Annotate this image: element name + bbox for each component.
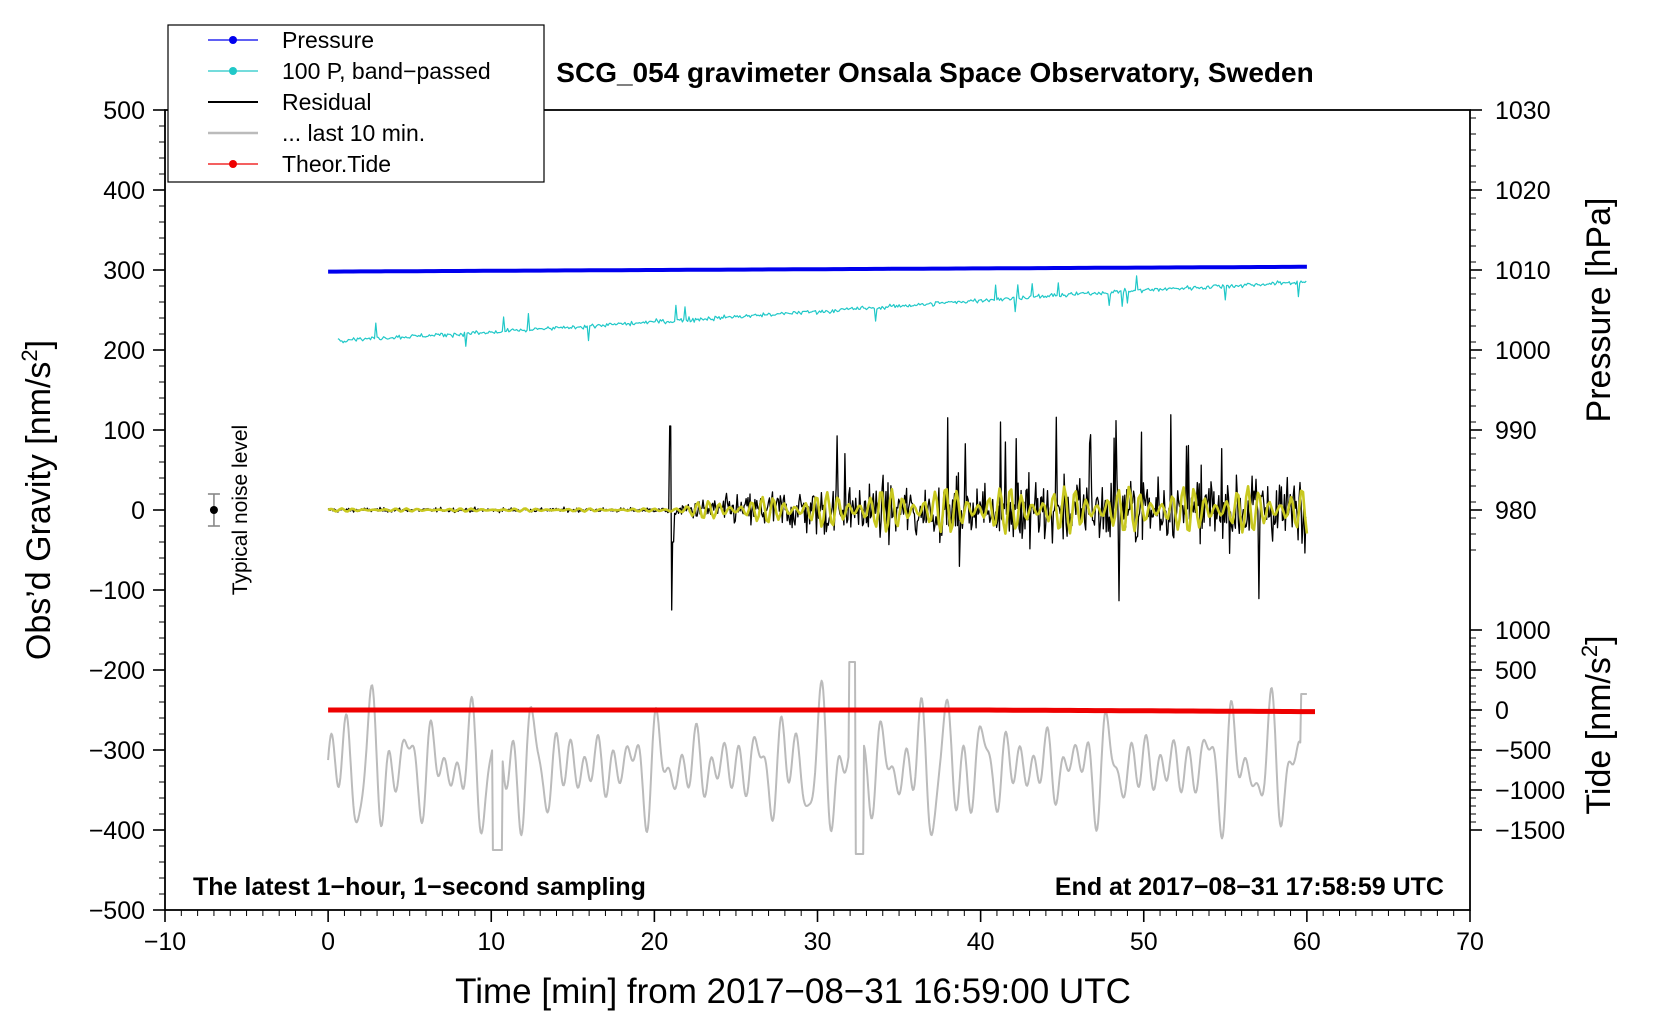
legend-label-3: ... last 10 min. — [282, 120, 425, 146]
y-tick-label: −200 — [89, 657, 145, 685]
tide-tick-label: −1000 — [1495, 777, 1565, 805]
legend-box — [167, 24, 545, 183]
x-tick-label: 30 — [804, 928, 832, 956]
tide-tick-label: −1500 — [1495, 817, 1565, 845]
tide-tick-label: 1000 — [1495, 617, 1551, 645]
annotation-sampling: The latest 1−hour, 1−second sampling — [193, 873, 646, 901]
chart-title: SCG_054 gravimeter Onsala Space Observat… — [556, 57, 1313, 88]
x-tick-label: 20 — [640, 928, 668, 956]
pressure-tick-label: 1030 — [1495, 97, 1551, 125]
x-tick-label: 0 — [321, 928, 335, 956]
y-tick-label: −300 — [89, 737, 145, 765]
annotation-end-time: End at 2017−08−31 17:58:59 UTC — [1055, 873, 1444, 901]
tide-tick-label: 500 — [1495, 657, 1537, 685]
series-residual-filtered-line — [327, 484, 1309, 535]
x-tick-label: 10 — [477, 928, 505, 956]
series-pressure-line — [328, 264, 1307, 274]
y-tick-label: 400 — [103, 177, 145, 205]
x-axis-label: Time [min] from 2017−08−31 16:59:00 UTC — [455, 972, 1131, 1011]
y-tick-label: 0 — [131, 497, 145, 525]
legend: Pressure 100 P, band−passed Residual ... la… — [167, 24, 545, 183]
legend-marker-0 — [229, 36, 237, 44]
pressure-tick-label: 1010 — [1495, 257, 1551, 285]
y-tick-label: −500 — [89, 897, 145, 925]
y-tick-label: 100 — [103, 417, 145, 445]
legend-label-0: Pressure — [282, 27, 374, 53]
pressure-tick-label: 1000 — [1495, 337, 1551, 365]
legend-label-2: Residual — [282, 89, 372, 115]
series-band-passed-pressure-line — [337, 275, 1307, 347]
pressure-tick-label: 980 — [1495, 497, 1537, 525]
y-tick-label: −400 — [89, 817, 145, 845]
x-tick-label: 40 — [967, 928, 995, 956]
x-tick-label: 50 — [1130, 928, 1158, 956]
noise-level-bar — [207, 493, 220, 527]
y-tick-label: 200 — [103, 337, 145, 365]
legend-label-1: 100 P, band−passed — [282, 58, 491, 84]
legend-marker-1 — [229, 67, 237, 75]
tide-tick-label: −500 — [1495, 737, 1551, 765]
noise-level-label: Typical noise level — [229, 425, 252, 595]
y-tick-label: 500 — [103, 97, 145, 125]
pressure-tick-label: 990 — [1495, 417, 1537, 445]
tide-tick-label: 0 — [1495, 697, 1509, 725]
x-tick-label: 60 — [1293, 928, 1321, 956]
noise-bar-center-dot — [209, 506, 218, 514]
y-axis-label-tide: Tide [nm/s2] — [1577, 635, 1618, 814]
series-theor-tide-line — [328, 707, 1315, 715]
series-last-10-min-line — [327, 661, 1308, 855]
y-tick-label: −100 — [89, 577, 145, 605]
y-tick-label: 300 — [103, 257, 145, 285]
x-tick-label: 70 — [1456, 928, 1484, 956]
pressure-tick-label: 1020 — [1495, 177, 1551, 205]
legend-marker-4 — [229, 160, 237, 168]
x-tick-label: −10 — [144, 928, 186, 956]
y-axis-label-pressure: Pressure [hPa] — [1580, 198, 1618, 423]
legend-label-4: Theor.Tide — [282, 151, 391, 177]
y-axis-label-gravity: Obs’d Gravity [nm/s2] — [17, 340, 58, 660]
